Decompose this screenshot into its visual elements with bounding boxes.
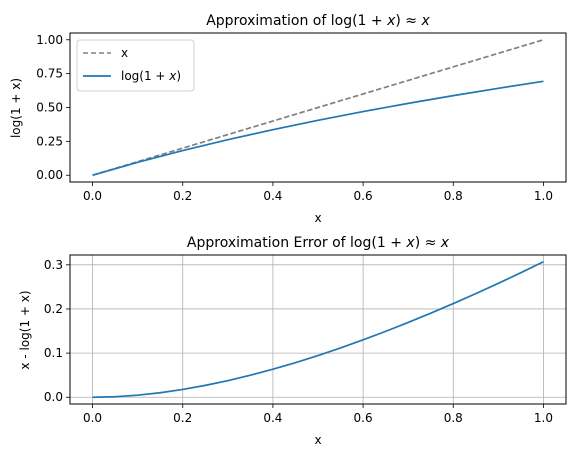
top-x-tick-label: 0.6 — [354, 189, 373, 203]
top-y-tick-label: 1.00 — [36, 33, 63, 47]
bottom-chart-title: Approximation Error of log(1 + x) ≈ x — [187, 235, 450, 251]
top-y-tick-label: 0.75 — [36, 67, 63, 81]
bottom-x-tick-label: 0.4 — [263, 411, 282, 425]
top-y-axis-label: log(1 + x) — [9, 78, 23, 138]
bottom-y-tick-label: 0.3 — [44, 258, 63, 272]
top-x-tick-label: 0.2 — [173, 189, 192, 203]
top-y-tick-label: 0.50 — [36, 101, 63, 115]
bottom-y-axis-label: x - log(1 + x) — [18, 290, 32, 369]
top-axes-frame — [69, 32, 567, 183]
top-y-tick-label: 0.25 — [36, 134, 63, 148]
top-x-tick-label: 1.0 — [534, 189, 553, 203]
bottom-x-tick-label: 1.0 — [534, 411, 553, 425]
bottom-y-tick-label: 0.1 — [44, 346, 63, 360]
bottom-x-tick-label: 0.8 — [444, 411, 463, 425]
top-chart-title: Approximation of log(1 + x) ≈ x — [206, 13, 430, 29]
subplot-bottom: Approximation Error of log(1 + x) ≈ x 0.… — [18, 235, 567, 447]
top-series-line-1 — [92, 80, 544, 177]
top-x-tick-label: 0.8 — [444, 189, 463, 203]
bottom-x-axis-label: x — [314, 433, 321, 447]
bottom-axes-frame — [69, 254, 567, 405]
legend-label-log: log(1 + x) — [121, 69, 181, 83]
legend-label-x: x — [121, 46, 128, 60]
bottom-x-tick-label: 0.6 — [354, 411, 373, 425]
top-x-tick-label: 0.0 — [83, 189, 102, 203]
top-legend: x log(1 + x) — [76, 39, 195, 92]
bottom-y-tick-label: 0.2 — [44, 302, 63, 316]
subplot-top: Approximation of log(1 + x) ≈ x 0.0 0.2 0.… — [9, 13, 567, 225]
bottom-y-tick-label: 0.0 — [44, 390, 63, 404]
top-y-tick-label: 0.00 — [36, 168, 63, 182]
bottom-x-tick-label: 0.2 — [173, 411, 192, 425]
top-series-line-0 — [92, 38, 544, 177]
legend-box — [76, 39, 195, 92]
bottom-x-tick-label: 0.0 — [83, 411, 102, 425]
top-x-axis-label: x — [314, 211, 321, 225]
top-x-tick-label: 0.4 — [263, 189, 282, 203]
bottom-series-line-0 — [92, 260, 544, 399]
